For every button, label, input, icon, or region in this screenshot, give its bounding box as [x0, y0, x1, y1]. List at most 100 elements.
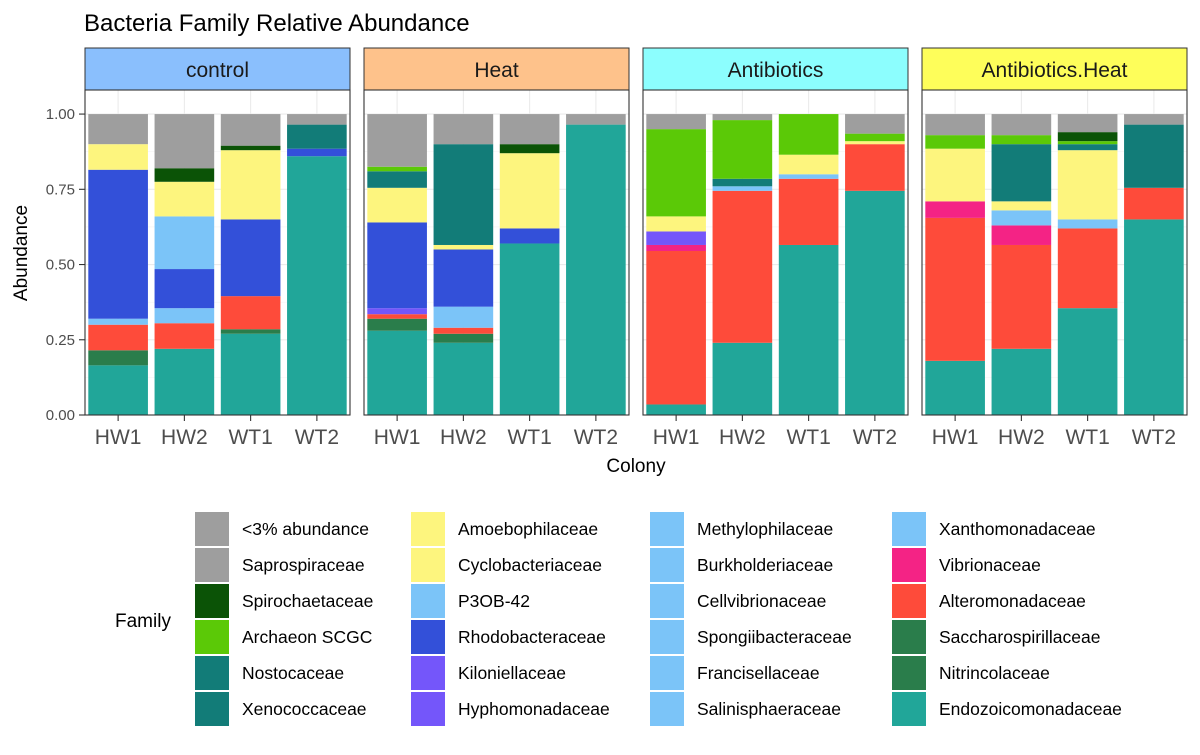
bar-segment: [287, 156, 347, 415]
x-tick-label: HW1: [653, 426, 700, 449]
bar-segment: [845, 190, 905, 415]
legend-item: Spirochaetaceae: [195, 584, 373, 618]
y-tick-label: 0.75: [46, 181, 75, 198]
panel-border: [642, 89, 909, 416]
x-tick-label: WT2: [1132, 426, 1176, 449]
bar-segment: [499, 144, 560, 154]
x-tick-label: HW2: [719, 426, 766, 449]
legend-item: Kiloniellaceae: [411, 656, 566, 690]
x-tick-label: HW1: [932, 426, 979, 449]
bar-segment: [154, 114, 215, 169]
bar-hw1: [925, 114, 985, 415]
bar-wt1: [499, 114, 560, 415]
bar-segment: [646, 250, 706, 405]
legend-key: [650, 584, 684, 618]
legend-item: Nostocaceae: [195, 656, 344, 690]
bar-segment: [1057, 132, 1118, 142]
bar-segment: [154, 323, 215, 349]
legend-key: [411, 548, 445, 582]
bar-segment: [287, 114, 347, 125]
legend-key: [195, 584, 229, 618]
bar-segment: [1057, 228, 1118, 309]
bar-segment: [154, 269, 215, 309]
legend-label: Francisellaceae: [697, 663, 820, 683]
legend-key: [892, 512, 926, 546]
legend-key: [195, 548, 229, 582]
legend-label: Saprospiraceae: [242, 555, 365, 575]
bar-hw1: [646, 114, 706, 415]
bar-segment: [712, 120, 773, 179]
legend-item: Hyphomonadaceae: [411, 692, 610, 726]
bar-segment: [712, 190, 773, 343]
bar-segment: [1057, 114, 1118, 133]
bar-segment: [367, 222, 427, 309]
legend-label: Alteromonadaceae: [939, 591, 1086, 611]
legend-title: Family: [115, 611, 171, 632]
bar-wt2: [287, 114, 347, 415]
bar-segment: [88, 365, 148, 415]
legend-item: <3% abundance: [195, 512, 369, 546]
legend-label: Spongiibacteraceae: [697, 627, 852, 647]
bar-segment: [154, 308, 215, 324]
legend-item: Francisellaceae: [650, 656, 820, 690]
legend-key: [892, 548, 926, 582]
panel-border: [921, 89, 1188, 416]
legend-item: Alteromonadaceae: [892, 584, 1086, 618]
legend-item: Nitrincolaceae: [892, 656, 1050, 690]
bar-segment: [646, 216, 706, 232]
facet-strip-label: control: [186, 59, 249, 82]
legend-item: Methylophilaceae: [650, 512, 833, 546]
legend-key: [650, 512, 684, 546]
legend-label: Burkholderiaceae: [697, 555, 833, 575]
legend-label: Hyphomonadaceae: [458, 699, 610, 719]
bar-wt1: [220, 114, 281, 415]
bar-segment: [88, 114, 148, 145]
bar-segment: [646, 244, 706, 251]
bar-segment: [991, 210, 1052, 226]
chart-title: Bacteria Family Relative Abundance: [84, 10, 470, 37]
bar-wt1: [778, 114, 839, 415]
x-axis-label: Colony: [606, 456, 666, 477]
legend-item: Xenococcaceae: [195, 692, 367, 726]
legend-item: Saprospiraceae: [195, 548, 365, 582]
bar-segment: [287, 124, 347, 149]
legend-item: Vibrionaceae: [892, 548, 1041, 582]
bar-segment: [433, 333, 494, 343]
bar-segment: [778, 154, 839, 175]
facet-strip: [84, 47, 351, 91]
bar-segment: [220, 145, 281, 151]
bar-segment: [287, 148, 347, 157]
bar-segment: [367, 166, 427, 172]
bar-segment: [433, 327, 494, 334]
bar-segment: [499, 243, 560, 415]
bar-segment: [646, 404, 706, 415]
facet-strip-label: Heat: [474, 59, 519, 82]
bar-segment: [154, 181, 215, 217]
legend-item: Amoebophilaceae: [411, 512, 598, 546]
legend-label: Cellvibrionaceae: [697, 591, 826, 611]
bar-segment: [88, 169, 148, 319]
bar-segment: [220, 219, 281, 297]
legend-key: [892, 656, 926, 690]
bar-segment: [991, 114, 1052, 136]
bar-segment: [925, 217, 985, 361]
bar-segment: [925, 114, 985, 136]
bar-segment: [367, 308, 427, 315]
x-tick-label: WT1: [1065, 426, 1109, 449]
facet-strip: [363, 47, 630, 91]
bar-segment: [566, 114, 626, 125]
legend-item: Cyclobacteriaceae: [411, 548, 602, 582]
legend-label: P3OB-42: [458, 591, 530, 611]
x-tick-label: WT2: [295, 426, 339, 449]
legend-key: [411, 692, 445, 726]
bar-segment: [1124, 114, 1184, 125]
legend-label: Nostocaceae: [242, 663, 344, 683]
bar-segment: [712, 178, 773, 187]
bar-segment: [154, 168, 215, 182]
bar-segment: [433, 244, 494, 250]
legend-label: Cyclobacteriaceae: [458, 555, 602, 575]
legend-key: [195, 620, 229, 654]
bar-segment: [712, 342, 773, 415]
bar-hw2: [154, 114, 215, 415]
legend-key: [411, 656, 445, 690]
